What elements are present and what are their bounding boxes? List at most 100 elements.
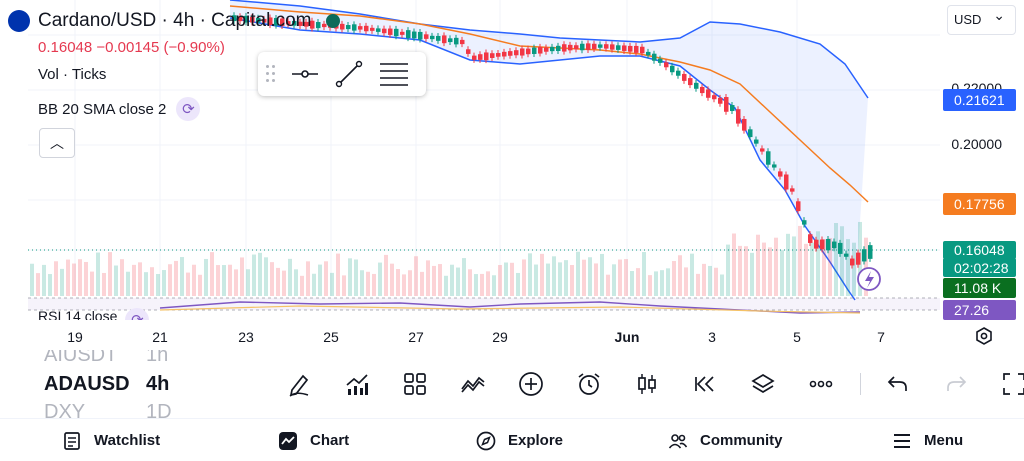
candle <box>532 47 537 54</box>
volume-bar <box>768 247 772 296</box>
candle <box>298 21 303 26</box>
bollinger-basis-line <box>229 5 869 203</box>
legend-rsi[interactable]: RSI 14 close ⟳ <box>38 308 150 320</box>
volume-bar <box>540 253 544 296</box>
nav-label: Community <box>700 432 783 449</box>
alert-button[interactable] <box>570 365 608 403</box>
price-axis-label: 0.22000 <box>951 80 1002 90</box>
redo-button[interactable] <box>937 365 975 403</box>
draw-button[interactable] <box>280 365 318 403</box>
candle <box>394 28 399 37</box>
volume-bar <box>780 250 784 296</box>
candle <box>346 25 351 30</box>
volume-bar <box>600 253 604 296</box>
chart-settings-icon[interactable] <box>974 326 994 346</box>
currency-value: USD <box>954 12 982 27</box>
time-axis-label: 3 <box>708 329 716 345</box>
chart-type-button[interactable] <box>628 365 666 403</box>
volume-bar <box>576 251 580 296</box>
patterns-button[interactable] <box>454 365 492 403</box>
volume-bar <box>180 257 184 296</box>
volume-bar <box>144 272 148 296</box>
chart-toolbar[interactable] <box>280 364 1024 404</box>
volume-bar <box>696 273 700 296</box>
fullscreen-button[interactable] <box>995 365 1024 403</box>
chart-area[interactable]: Cardano/USD · 4h · Capital.com 0.16048 −… <box>0 0 1024 350</box>
candle <box>784 174 789 190</box>
legend-bollinger-label: BB 20 SMA close 2 <box>38 100 167 118</box>
drawing-toolbar[interactable] <box>258 52 426 96</box>
volume-bar <box>174 260 178 296</box>
more-button[interactable] <box>802 365 840 403</box>
volume-bar <box>810 242 814 296</box>
watchlist-row[interactable]: AIUSDT 1h <box>44 350 168 367</box>
watchlist-row[interactable]: DXY 1D <box>44 401 172 420</box>
volume-bar <box>762 242 766 296</box>
candle <box>382 28 387 34</box>
legend-volume[interactable]: Vol · Ticks <box>38 66 107 83</box>
bottom-navigation[interactable]: Watchlist Chart Explore Community Menu <box>0 418 1024 461</box>
nav-watchlist[interactable]: Watchlist <box>62 419 160 461</box>
volume-bar <box>450 264 454 296</box>
volume-bar <box>834 222 838 296</box>
volume-bar <box>162 270 166 296</box>
candle <box>628 45 633 52</box>
object-tree-button[interactable] <box>744 365 782 403</box>
volume-bar <box>504 262 508 296</box>
toolbar-divider <box>860 373 861 395</box>
candle <box>772 164 777 168</box>
watchlist-symbol: DXY <box>44 401 86 420</box>
layout-button[interactable] <box>396 365 434 403</box>
last-price-tag: 0.16048 <box>943 241 1016 259</box>
legend-price: 0.16048 −0.00145 (−0.90%) <box>38 39 225 56</box>
volume-bar <box>36 273 40 296</box>
candle <box>490 53 495 58</box>
candle <box>580 43 585 51</box>
nav-explore[interactable]: Explore <box>476 419 563 461</box>
indicators-button[interactable] <box>338 365 376 403</box>
candle <box>472 55 477 60</box>
candle <box>412 31 417 39</box>
legend-bollinger[interactable]: BB 20 SMA close 2 ⟳ <box>38 97 201 121</box>
trend-line-icon[interactable] <box>334 59 364 89</box>
volume-bar <box>96 252 100 296</box>
volume-bar <box>570 264 574 296</box>
legend-title[interactable]: Cardano/USD · 4h · Capital.com <box>8 10 340 32</box>
candle <box>568 44 573 51</box>
sync-icon[interactable]: ⟳ <box>125 308 150 320</box>
collapse-legend-button[interactable]: ︿ <box>39 128 75 158</box>
candle <box>436 35 441 41</box>
volume-bar <box>324 261 328 296</box>
menu-icon <box>894 433 910 448</box>
candle <box>796 201 801 212</box>
volume-bar <box>846 239 850 296</box>
currency-select[interactable]: USD <box>947 5 1016 35</box>
cardano-logo-icon <box>8 10 30 32</box>
volume-bar <box>816 231 820 296</box>
sync-icon[interactable]: ⟳ <box>176 97 201 121</box>
watchlist-row[interactable]: ADAUSD 4h <box>44 373 169 396</box>
undo-button[interactable] <box>879 365 917 403</box>
replay-button[interactable] <box>686 365 724 403</box>
watchlist-quick-switch[interactable]: AIUSDT 1h ADAUSD 4h DXY 1D <box>44 350 194 420</box>
add-button[interactable] <box>512 365 550 403</box>
nav-community[interactable]: Community <box>668 419 783 461</box>
candle <box>730 105 735 111</box>
volume-bar <box>258 252 262 296</box>
alarm-icon <box>578 373 600 395</box>
fib-retracement-icon[interactable] <box>378 60 410 88</box>
nav-menu[interactable]: Menu <box>892 419 963 461</box>
drag-handle-icon[interactable] <box>266 65 276 83</box>
candle <box>352 24 357 31</box>
volume-bar <box>474 274 478 296</box>
volume-bar <box>294 269 298 296</box>
nav-chart[interactable]: Chart <box>278 419 349 461</box>
volume-bar <box>726 244 730 296</box>
candle <box>700 86 705 94</box>
candle <box>724 97 729 112</box>
price-chart[interactable] <box>0 0 940 320</box>
layers-icon <box>751 374 775 393</box>
horizontal-line-icon[interactable] <box>290 64 320 84</box>
candle <box>766 151 771 165</box>
candle <box>832 241 837 249</box>
